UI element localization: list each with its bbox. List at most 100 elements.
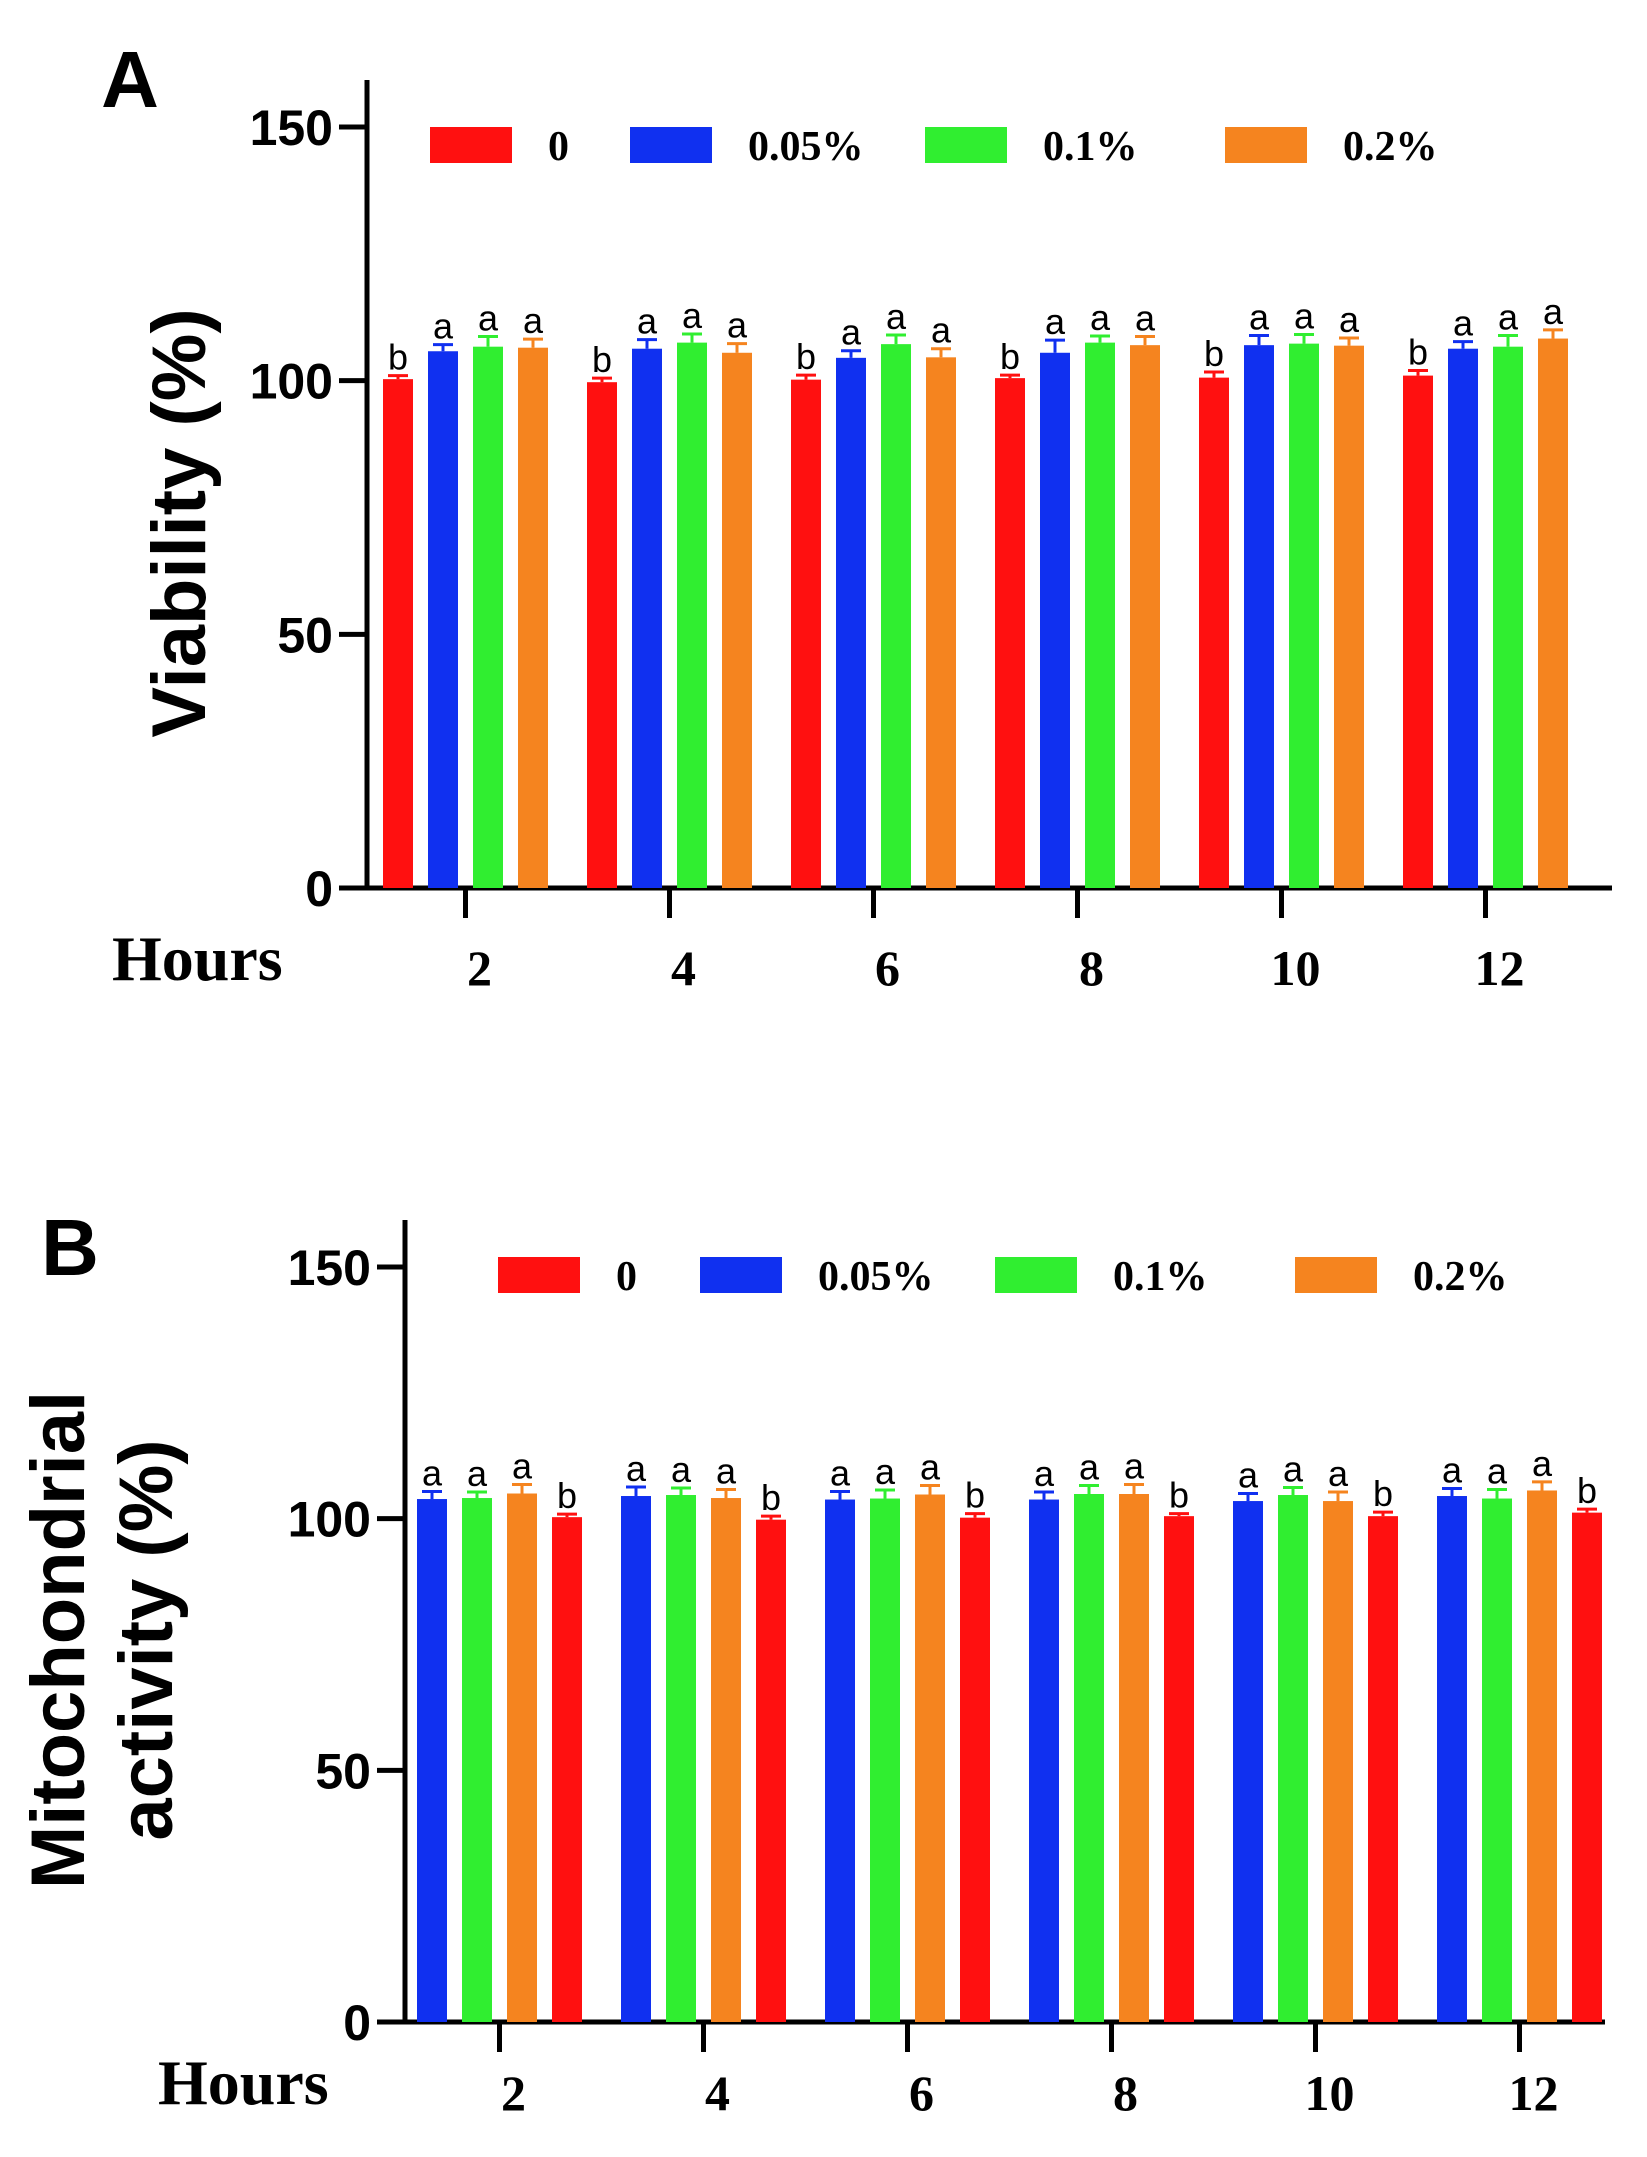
significance-letter: a bbox=[1543, 291, 1564, 332]
significance-letter: b bbox=[1577, 1470, 1597, 1511]
y-tick-label: 50 bbox=[315, 1743, 371, 1799]
significance-letter: a bbox=[682, 295, 703, 336]
bar bbox=[417, 1499, 447, 2022]
x-axis-title: Hours bbox=[158, 2047, 329, 2118]
significance-letter: b bbox=[761, 1477, 781, 1518]
bar bbox=[1493, 346, 1523, 889]
bar bbox=[428, 351, 458, 888]
y-tick-label: 100 bbox=[288, 1492, 371, 1548]
significance-letter: a bbox=[920, 1446, 941, 1487]
significance-letter: a bbox=[1283, 1448, 1304, 1489]
bar bbox=[1527, 1490, 1557, 2022]
significance-letter: b bbox=[796, 336, 816, 377]
panel-letter: B bbox=[41, 1203, 99, 1292]
legend-label: 0.05% bbox=[818, 1254, 934, 1300]
bar bbox=[1572, 1512, 1602, 2022]
bar bbox=[722, 352, 752, 889]
significance-letter: b bbox=[1000, 336, 1020, 377]
legend-label: 0.1% bbox=[1113, 1254, 1208, 1300]
legend-swatch bbox=[630, 127, 712, 163]
bar bbox=[1233, 1501, 1263, 2022]
significance-letter: a bbox=[626, 1448, 647, 1489]
x-tick-label: 6 bbox=[909, 2065, 934, 2121]
significance-letter: a bbox=[1532, 1443, 1553, 1484]
x-tick-label: 8 bbox=[1113, 2065, 1138, 2121]
x-tick-label: 12 bbox=[1475, 940, 1525, 996]
legend-swatch bbox=[925, 127, 1007, 163]
bar bbox=[1323, 1501, 1353, 2022]
significance-letter: a bbox=[1487, 1450, 1508, 1491]
y-axis-title: activity (%) bbox=[104, 1439, 189, 1840]
significance-letter: a bbox=[716, 1450, 737, 1491]
significance-letter: b bbox=[1204, 333, 1224, 374]
x-tick-label: 2 bbox=[467, 940, 492, 996]
bar bbox=[1040, 352, 1070, 889]
legend-swatch bbox=[498, 1257, 580, 1293]
bar bbox=[1130, 345, 1160, 888]
significance-letter: a bbox=[830, 1452, 851, 1493]
significance-letter: a bbox=[727, 305, 748, 346]
significance-letter: b bbox=[1408, 332, 1428, 373]
bar bbox=[926, 357, 956, 888]
significance-letter: a bbox=[512, 1445, 533, 1486]
bar bbox=[881, 344, 911, 888]
bar bbox=[1164, 1516, 1194, 2022]
legend-label: 0 bbox=[616, 1254, 637, 1300]
significance-letter: a bbox=[467, 1453, 488, 1494]
bar bbox=[1074, 1494, 1104, 2022]
x-tick-label: 8 bbox=[1079, 940, 1104, 996]
significance-letter: a bbox=[433, 306, 454, 347]
significance-letter: a bbox=[875, 1451, 896, 1492]
bar bbox=[960, 1517, 990, 2022]
significance-letter: a bbox=[931, 310, 952, 351]
significance-letter: b bbox=[1169, 1475, 1189, 1516]
bar bbox=[677, 342, 707, 888]
significance-letter: a bbox=[523, 300, 544, 341]
legend-label: 0.2% bbox=[1343, 124, 1438, 170]
x-tick-label: 4 bbox=[705, 2065, 730, 2121]
significance-letter: a bbox=[1090, 297, 1111, 338]
significance-letter: a bbox=[1294, 295, 1315, 336]
bar bbox=[870, 1498, 900, 2022]
bar bbox=[1289, 343, 1319, 888]
y-tick-label: 100 bbox=[250, 354, 333, 410]
bar bbox=[756, 1519, 786, 2022]
significance-letter: b bbox=[557, 1475, 577, 1516]
bar bbox=[383, 379, 413, 888]
significance-letter: a bbox=[478, 298, 499, 339]
legend-swatch bbox=[1295, 1257, 1377, 1293]
significance-letter: a bbox=[1034, 1453, 1055, 1494]
bar bbox=[1538, 338, 1568, 889]
bar bbox=[791, 379, 821, 888]
x-tick-label: 6 bbox=[875, 940, 900, 996]
panel-letter: A bbox=[101, 35, 159, 124]
bar bbox=[1199, 377, 1229, 888]
x-tick-label: 10 bbox=[1271, 940, 1321, 996]
y-tick-label: 0 bbox=[305, 861, 333, 917]
significance-letter: a bbox=[1079, 1446, 1100, 1487]
legend-label: 0.1% bbox=[1043, 124, 1138, 170]
significance-letter: a bbox=[1045, 301, 1066, 342]
bar bbox=[552, 1517, 582, 2022]
significance-letter: a bbox=[671, 1449, 692, 1490]
significance-letter: a bbox=[841, 312, 862, 353]
bar bbox=[1244, 345, 1274, 888]
legend-label: 0 bbox=[548, 124, 569, 170]
legend-swatch bbox=[1225, 127, 1307, 163]
y-axis-title: Mitochondrial bbox=[16, 1391, 101, 1889]
significance-letter: b bbox=[592, 339, 612, 380]
significance-letter: a bbox=[1249, 297, 1270, 338]
bar bbox=[836, 357, 866, 888]
y-axis-title: Viability (%) bbox=[137, 308, 222, 737]
significance-letter: a bbox=[1238, 1455, 1259, 1496]
x-tick-label: 10 bbox=[1305, 2065, 1355, 2121]
significance-letter: a bbox=[1339, 299, 1360, 340]
significance-letter: a bbox=[422, 1452, 443, 1493]
y-tick-label: 0 bbox=[343, 1995, 371, 2051]
bar bbox=[473, 346, 503, 889]
legend-swatch bbox=[430, 127, 512, 163]
bar bbox=[507, 1493, 537, 2022]
significance-letter: a bbox=[637, 301, 658, 342]
bar bbox=[1448, 348, 1478, 888]
